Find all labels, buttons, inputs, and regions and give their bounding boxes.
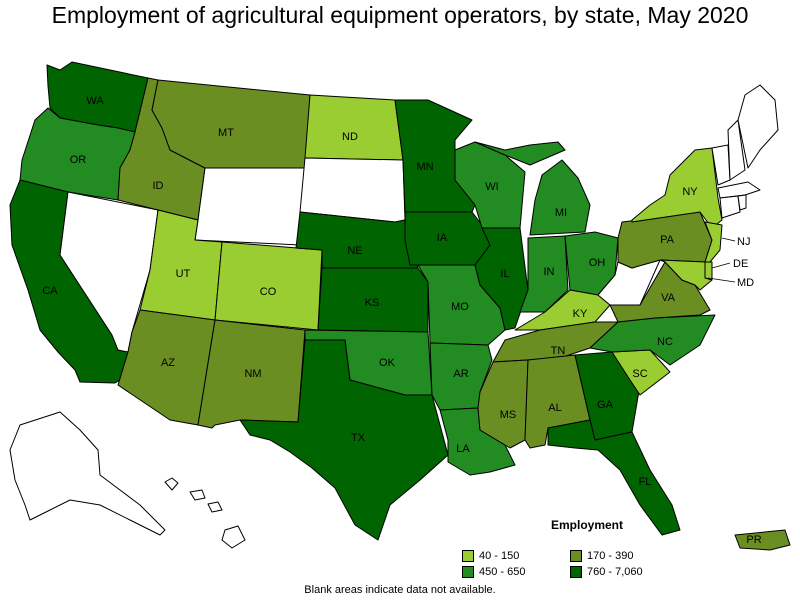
label-MO: MO bbox=[451, 301, 469, 313]
label-TN: TN bbox=[551, 345, 566, 357]
state-HI-1[interactable] bbox=[164, 477, 179, 491]
label-AL: AL bbox=[548, 402, 561, 414]
label-WA: WA bbox=[86, 95, 104, 107]
label-NM: NM bbox=[244, 368, 261, 380]
state-PR[interactable] bbox=[734, 529, 791, 551]
label-ND: ND bbox=[342, 131, 358, 143]
legend-label-4: 760 - 7,060 bbox=[587, 566, 643, 578]
state-HI-2[interactable] bbox=[189, 489, 206, 501]
legend-swatch-1 bbox=[462, 550, 474, 562]
label-AR: AR bbox=[453, 368, 468, 380]
map-title: Employment of agricultural equipment ope… bbox=[51, 2, 749, 28]
legend-label-3: 450 - 650 bbox=[479, 566, 526, 578]
state-NH[interactable] bbox=[727, 119, 746, 181]
label-GA: GA bbox=[597, 399, 614, 411]
label-MD: MD bbox=[737, 277, 754, 289]
state-AK[interactable] bbox=[9, 411, 166, 536]
state-HI-4[interactable] bbox=[221, 525, 246, 549]
state-ME[interactable] bbox=[737, 84, 779, 169]
state-MA[interactable] bbox=[717, 181, 761, 199]
state-CT[interactable] bbox=[719, 195, 741, 219]
label-ID: ID bbox=[153, 180, 164, 192]
state-MI-UP[interactable] bbox=[474, 141, 566, 166]
legend-item-2: 170 - 390 bbox=[570, 550, 690, 562]
label-OR: OR bbox=[70, 154, 87, 166]
callout-line-NJ bbox=[721, 237, 736, 242]
label-PA: PA bbox=[660, 234, 675, 246]
label-CO: CO bbox=[260, 286, 277, 298]
label-IN: IN bbox=[544, 266, 555, 278]
footnote: Blank areas indicate data not available. bbox=[304, 584, 496, 596]
legend-item-3: 450 - 650 bbox=[462, 566, 570, 578]
legend-swatch-3 bbox=[462, 566, 474, 578]
callout-line-MD bbox=[707, 277, 736, 283]
state-IA[interactable] bbox=[404, 211, 491, 266]
legend-label-2: 170 - 390 bbox=[587, 550, 634, 562]
label-WI: WI bbox=[485, 181, 498, 193]
label-SC: SC bbox=[632, 368, 647, 380]
legend-item-1: 40 - 150 bbox=[462, 550, 570, 562]
state-IL[interactable] bbox=[474, 227, 529, 331]
label-PR: PR bbox=[746, 534, 761, 546]
label-UT: UT bbox=[176, 268, 191, 280]
label-DE: DE bbox=[733, 258, 748, 270]
legend-label-1: 40 - 150 bbox=[479, 550, 520, 562]
label-OH: OH bbox=[589, 257, 606, 269]
label-MN: MN bbox=[416, 161, 433, 173]
legend-title: Employment bbox=[550, 518, 623, 532]
label-KY: KY bbox=[573, 308, 588, 320]
state-KS[interactable] bbox=[317, 267, 429, 333]
label-TX: TX bbox=[351, 432, 366, 444]
legend: Employment 40 - 150 170 - 390 450 - 650 … bbox=[462, 518, 702, 578]
state-VA[interactable] bbox=[609, 261, 711, 323]
label-NC: NC bbox=[657, 336, 673, 348]
legend-swatch-2 bbox=[570, 550, 582, 562]
state-MI[interactable] bbox=[529, 159, 591, 236]
label-NE: NE bbox=[347, 245, 362, 257]
state-ND[interactable] bbox=[304, 94, 404, 161]
label-IL: IL bbox=[500, 268, 509, 280]
label-MS: MS bbox=[500, 409, 517, 421]
state-SD[interactable] bbox=[299, 157, 406, 223]
label-KS: KS bbox=[365, 297, 380, 309]
label-MT: MT bbox=[218, 127, 234, 139]
label-NJ: NJ bbox=[737, 236, 750, 248]
callout-line-DE bbox=[711, 262, 731, 269]
state-RI[interactable] bbox=[737, 194, 747, 211]
label-AZ: AZ bbox=[161, 357, 175, 369]
label-LA: LA bbox=[456, 443, 470, 455]
label-IA: IA bbox=[437, 232, 448, 244]
legend-swatch-4 bbox=[570, 566, 582, 578]
state-HI-3[interactable] bbox=[207, 501, 223, 513]
label-VA: VA bbox=[661, 292, 676, 304]
label-OK: OK bbox=[379, 357, 396, 369]
label-MI: MI bbox=[555, 207, 567, 219]
state-NY[interactable] bbox=[631, 147, 723, 229]
state-FL[interactable] bbox=[547, 419, 681, 536]
state-NM[interactable] bbox=[197, 319, 306, 429]
state-MD[interactable] bbox=[659, 259, 713, 291]
label-CA: CA bbox=[42, 285, 58, 297]
state-TX[interactable] bbox=[239, 339, 449, 541]
legend-item-4: 760 - 7,060 bbox=[570, 566, 690, 578]
label-NY: NY bbox=[682, 186, 698, 198]
state-WY[interactable] bbox=[194, 167, 306, 246]
state-DE[interactable] bbox=[704, 261, 713, 281]
label-FL: FL bbox=[639, 476, 652, 488]
